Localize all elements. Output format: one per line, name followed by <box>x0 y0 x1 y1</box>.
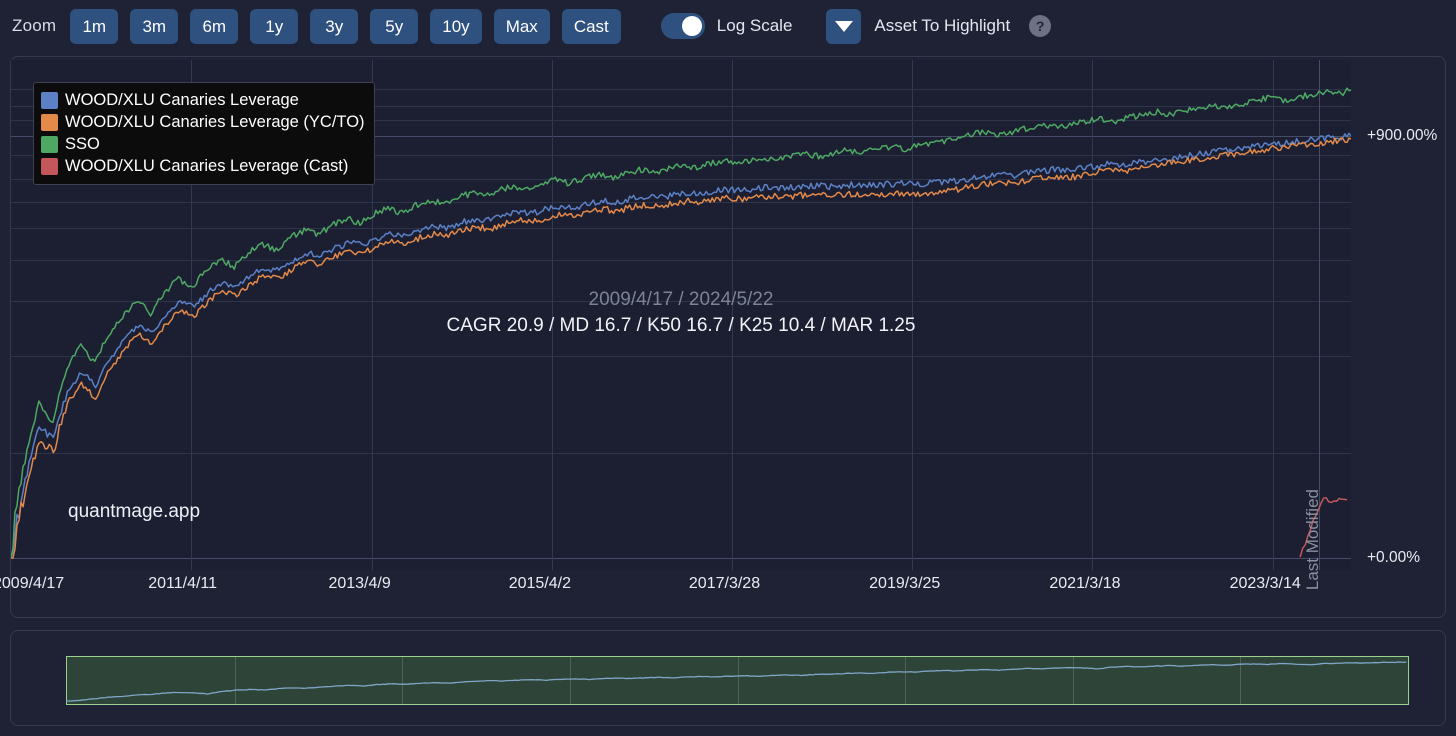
log-scale-toggle-group: Log Scale <box>660 13 793 39</box>
chevron-down-icon <box>834 20 853 32</box>
legend-item-label: WOOD/XLU Canaries Leverage (Cast) <box>65 156 349 175</box>
toggle-knob <box>681 16 702 36</box>
gridline-horizontal-major <box>11 136 1351 137</box>
gridline-horizontal <box>11 356 1351 358</box>
navigator-gridline <box>1240 657 1242 704</box>
legend-item-label: WOOD/XLU Canaries Leverage <box>65 90 299 109</box>
last-modified-marker-line <box>1319 60 1320 570</box>
log-scale-toggle[interactable] <box>660 13 705 39</box>
zoom-button-10y[interactable]: 10y <box>430 8 482 44</box>
navigator-gridline <box>737 657 739 704</box>
asset-highlight-group: Asset To Highlight ? <box>826 8 1052 44</box>
asset-highlight-dropdown-button[interactable] <box>826 8 862 44</box>
gridline-horizontal <box>11 300 1351 302</box>
series-line <box>11 132 1351 559</box>
gridline-horizontal-major <box>11 558 1351 559</box>
legend-item[interactable]: WOOD/XLU Canaries Leverage (YC/TO) <box>41 111 365 133</box>
gridline-horizontal <box>11 155 1351 157</box>
series-line <box>1299 496 1348 558</box>
legend-item[interactable]: SSO <box>41 133 365 155</box>
x-axis-tick-label: 2019/3/25 <box>869 575 941 592</box>
zoom-label: Zoom <box>12 16 57 35</box>
gridline-horizontal <box>11 228 1351 230</box>
gridline-horizontal <box>11 89 1351 91</box>
series-line <box>11 87 1351 559</box>
gridline-vertical <box>731 60 733 570</box>
log-scale-label: Log Scale <box>716 16 793 35</box>
x-axis-tick-label: 2013/4/9 <box>328 575 391 592</box>
zoom-button-1m[interactable]: 1m <box>70 8 119 44</box>
navigator-gridline <box>1072 657 1074 704</box>
legend-swatch-icon <box>41 135 58 153</box>
navigator-selection-region[interactable] <box>66 656 1409 705</box>
gridline-horizontal <box>11 178 1351 180</box>
zoom-button-max[interactable]: Max <box>493 8 550 44</box>
chart-panel: +900.00% +0.00% 2009/4/17 2011/4/11 2013/4/… <box>0 56 1446 618</box>
toolbar: Zoom 1m 3m 6m 1y 3y 5y 10y Max Cast Log Scale As… <box>0 0 1456 52</box>
zoom-button-group: 1m 3m 6m 1y 3y 5y 10y Max Cast <box>70 8 633 44</box>
navigator-series <box>66 661 1407 702</box>
zoom-button-3m[interactable]: 3m <box>130 8 179 44</box>
legend-item-label: SSO <box>65 134 100 153</box>
gridline-vertical <box>551 60 553 570</box>
x-axis-tick-label: 2021/3/18 <box>1049 575 1121 592</box>
zoom-button-1y[interactable]: 1y <box>250 8 299 44</box>
gridline-vertical <box>912 60 914 570</box>
legend-item[interactable]: WOOD/XLU Canaries Leverage <box>41 89 365 111</box>
y-axis-tick-label: +0.00% <box>1367 549 1421 566</box>
x-axis-tick-label: 2017/3/28 <box>688 575 761 592</box>
navigator-gridline <box>402 657 404 704</box>
gridline-vertical <box>1092 60 1094 570</box>
gridline-vertical <box>1272 60 1274 570</box>
navigator-gridline <box>234 657 236 704</box>
x-axis-tick-label: 2009/4/17 <box>0 575 65 592</box>
navigator-line <box>66 661 1407 702</box>
chart-legend[interactable]: WOOD/XLU Canaries Leverage WOOD/XLU Canar… <box>33 82 375 185</box>
gridline-horizontal <box>11 452 1351 454</box>
legend-item-label: WOOD/XLU Canaries Leverage (YC/TO) <box>65 112 365 131</box>
legend-item[interactable]: WOOD/XLU Canaries Leverage (Cast) <box>41 155 365 177</box>
navigator-panel <box>10 630 1446 726</box>
x-axis-tick-label: 2023/3/14 <box>1229 575 1301 592</box>
legend-swatch-icon <box>41 157 58 175</box>
zoom-button-5y[interactable]: 5y <box>370 8 419 44</box>
zoom-button-cast[interactable]: Cast <box>561 8 621 44</box>
zoom-button-6m[interactable]: 6m <box>190 8 239 44</box>
legend-swatch-icon <box>41 113 58 131</box>
series-line <box>11 137 1351 559</box>
help-icon[interactable]: ? <box>1029 15 1052 37</box>
asset-highlight-label: Asset To Highlight <box>874 16 1011 35</box>
x-axis-tick-label: 2015/4/2 <box>508 575 571 592</box>
navigator-gridline <box>905 657 907 704</box>
gridline-horizontal <box>11 105 1351 107</box>
series-layer <box>11 87 1351 559</box>
legend-swatch-icon <box>41 91 58 109</box>
y-axis-tick-label: +900.00% <box>1367 127 1438 144</box>
gridline-horizontal <box>11 119 1351 121</box>
zoom-button-3y[interactable]: 3y <box>310 8 359 44</box>
gridline-vertical <box>371 60 373 570</box>
x-axis-tick-label: 2011/4/11 <box>148 575 218 592</box>
gridline-horizontal <box>11 260 1351 262</box>
navigator-gridline <box>569 657 571 704</box>
